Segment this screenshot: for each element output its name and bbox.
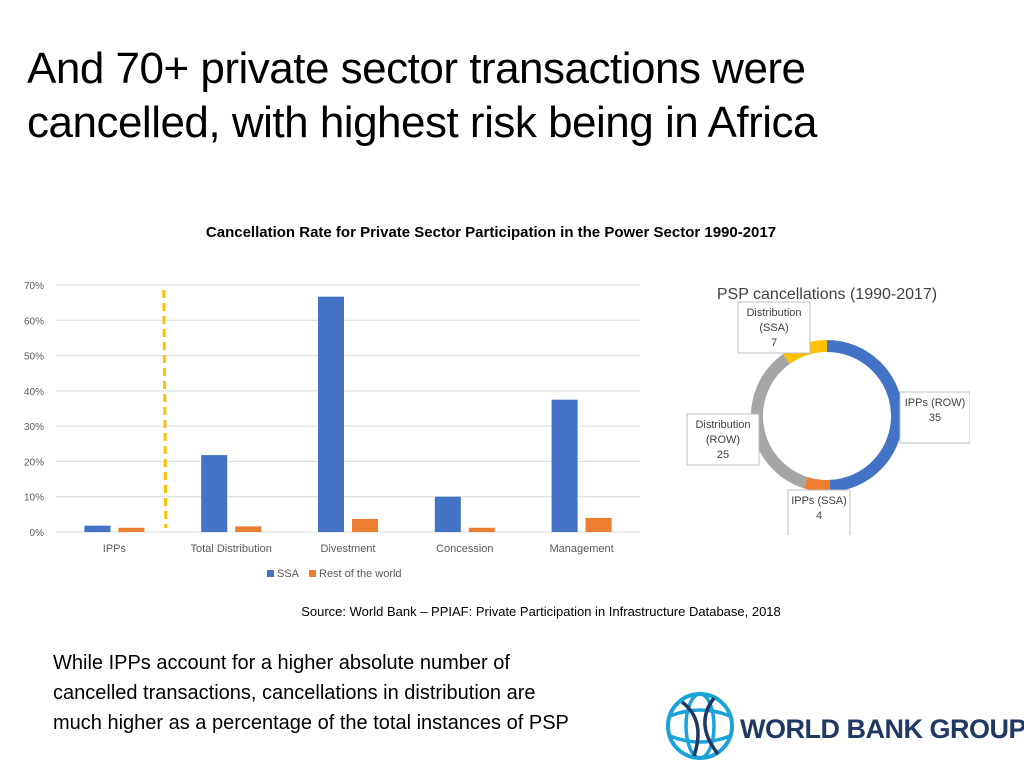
- bar-ssa: [84, 525, 111, 532]
- donut-chart: PSP cancellations (1990-2017) IPPs (ROW) 3…: [686, 286, 970, 535]
- bar-ssa: [434, 496, 461, 532]
- y-tick-label: 40%: [24, 387, 44, 398]
- slide-title: And 70+ private sector transactions were…: [27, 42, 1007, 150]
- legend-swatch-ssa: [267, 570, 274, 577]
- x-tick-label: Total Distribution: [191, 543, 272, 555]
- callout-value: 25: [717, 449, 729, 461]
- caption: While IPPs account for a higher absolute…: [53, 648, 673, 738]
- source-note: Source: World Bank – PPIAF: Private Part…: [301, 604, 781, 619]
- globe-icon: [666, 692, 734, 760]
- bar-ssa: [201, 455, 228, 532]
- callout-label: Distribution (ROW): [695, 419, 750, 446]
- y-tick-label: 50%: [24, 352, 44, 363]
- slide-title-line-1: And 70+ private sector transactions were: [27, 44, 806, 93]
- world-bank-group-logo: WORLD BANK GROUP: [664, 690, 1024, 762]
- donut-slice: [751, 354, 808, 489]
- callout-value: 4: [816, 510, 822, 522]
- donut-slice: [826, 340, 903, 492]
- caption-line-3: much higher as a percentage of the total…: [53, 712, 569, 734]
- legend-label-ssa: SSA: [277, 568, 300, 580]
- callout-value: 35: [929, 412, 941, 424]
- legend-swatch-rest-of-world: [309, 570, 316, 577]
- x-tick-label: Concession: [436, 543, 493, 555]
- donut-title: PSP cancellations (1990-2017): [717, 286, 937, 303]
- bar-rest-of-world: [585, 517, 612, 532]
- bar-chart-title: Cancellation Rate for Private Sector Par…: [205, 224, 777, 241]
- legend-label-rest-of-world: Rest of the world: [319, 568, 402, 580]
- y-tick-label: 70%: [24, 281, 44, 292]
- y-tick-label: 10%: [24, 493, 44, 504]
- callout-box: [899, 391, 970, 444]
- x-tick-label: Management: [549, 543, 613, 555]
- y-tick-label: 30%: [24, 422, 44, 433]
- callout-label: Distribution (SSA): [746, 307, 801, 334]
- bar-ssa: [551, 399, 578, 532]
- caption-line-2: cancelled transactions, cancellations in…: [53, 682, 536, 704]
- callout-label: IPPs (ROW): [905, 397, 966, 409]
- callout-label: IPPs (SSA): [791, 495, 847, 507]
- donut-slice: [803, 476, 831, 492]
- bar-chart: 0% 10% 20% 30% 40% 50% 60% 70% IPPs Total Distrib…: [24, 281, 640, 580]
- x-tick-label: IPPs: [103, 543, 127, 555]
- bar-rest-of-world: [118, 527, 145, 532]
- x-tick-label: Divestment: [320, 543, 375, 555]
- caption-line-1: While IPPs account for a higher absolute…: [53, 652, 510, 674]
- callout-box: [737, 301, 811, 354]
- slide-title-line-2: cancelled, with highest risk being in Af…: [27, 98, 817, 147]
- y-tick-label: 0%: [30, 528, 45, 539]
- bar-rest-of-world: [352, 518, 378, 532]
- dashed-divider: [162, 289, 168, 529]
- callout-value: 7: [771, 337, 777, 349]
- callout-box: [686, 413, 760, 466]
- y-tick-label: 60%: [24, 316, 44, 327]
- bar-ssa: [318, 296, 344, 532]
- y-tick-label: 20%: [24, 457, 44, 468]
- callout-box: [787, 489, 851, 535]
- bar-rest-of-world: [235, 526, 262, 532]
- bar-rest-of-world: [468, 527, 495, 532]
- logo-text: WORLD BANK GROUP: [740, 714, 1024, 744]
